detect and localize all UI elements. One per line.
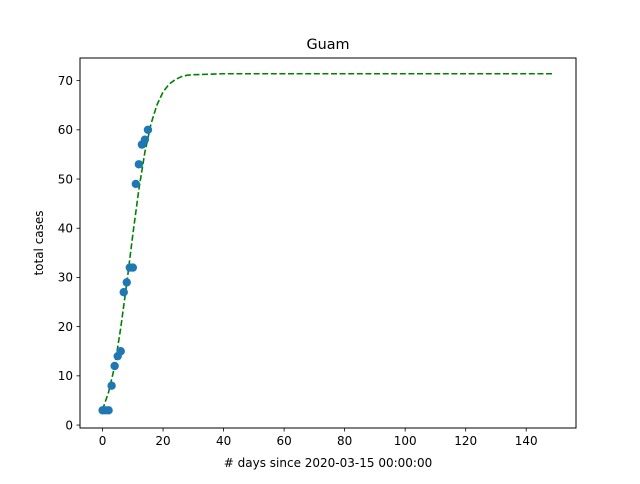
data-point: [116, 347, 125, 356]
data-point: [104, 406, 113, 415]
y-tick-label: 20: [58, 320, 73, 334]
x-tick-label: 140: [515, 434, 538, 448]
y-tick-label: 70: [58, 74, 73, 88]
x-tick-label: 100: [394, 434, 417, 448]
plot-area: [80, 58, 576, 428]
chart-title: Guam: [306, 37, 349, 53]
x-axis-label: # days since 2020-03-15 00:00:00: [224, 456, 432, 470]
x-axis-ticks: 0 20 40 60 80 100 120 140: [99, 428, 538, 448]
y-tick-label: 30: [58, 271, 73, 285]
data-point: [134, 160, 144, 169]
data-point: [128, 263, 138, 272]
x-tick-label: 40: [216, 434, 231, 448]
data-point: [110, 361, 119, 371]
plot-frame: [79, 57, 577, 429]
y-tick-label: 50: [58, 172, 73, 186]
x-tick-label: 60: [276, 434, 291, 448]
x-tick-label: 120: [454, 434, 477, 448]
data-point: [122, 278, 131, 287]
data-point: [131, 179, 141, 189]
x-tick-label: 20: [155, 434, 170, 448]
data-point: [107, 381, 116, 390]
data-point: [140, 135, 150, 144]
data-point: [119, 288, 128, 297]
y-axis-ticks: 0 10 20 30 40 50 60 70: [58, 74, 80, 432]
y-tick-label: 0: [65, 418, 73, 432]
data-points-layer: [98, 125, 153, 415]
data-point: [143, 125, 153, 135]
x-tick-label: 80: [337, 434, 352, 448]
y-axis-label: total cases: [32, 210, 46, 275]
y-tick-label: 40: [58, 222, 73, 236]
x-tick-label: 0: [99, 434, 107, 448]
y-tick-label: 10: [58, 369, 73, 383]
y-tick-label: 60: [58, 123, 73, 137]
